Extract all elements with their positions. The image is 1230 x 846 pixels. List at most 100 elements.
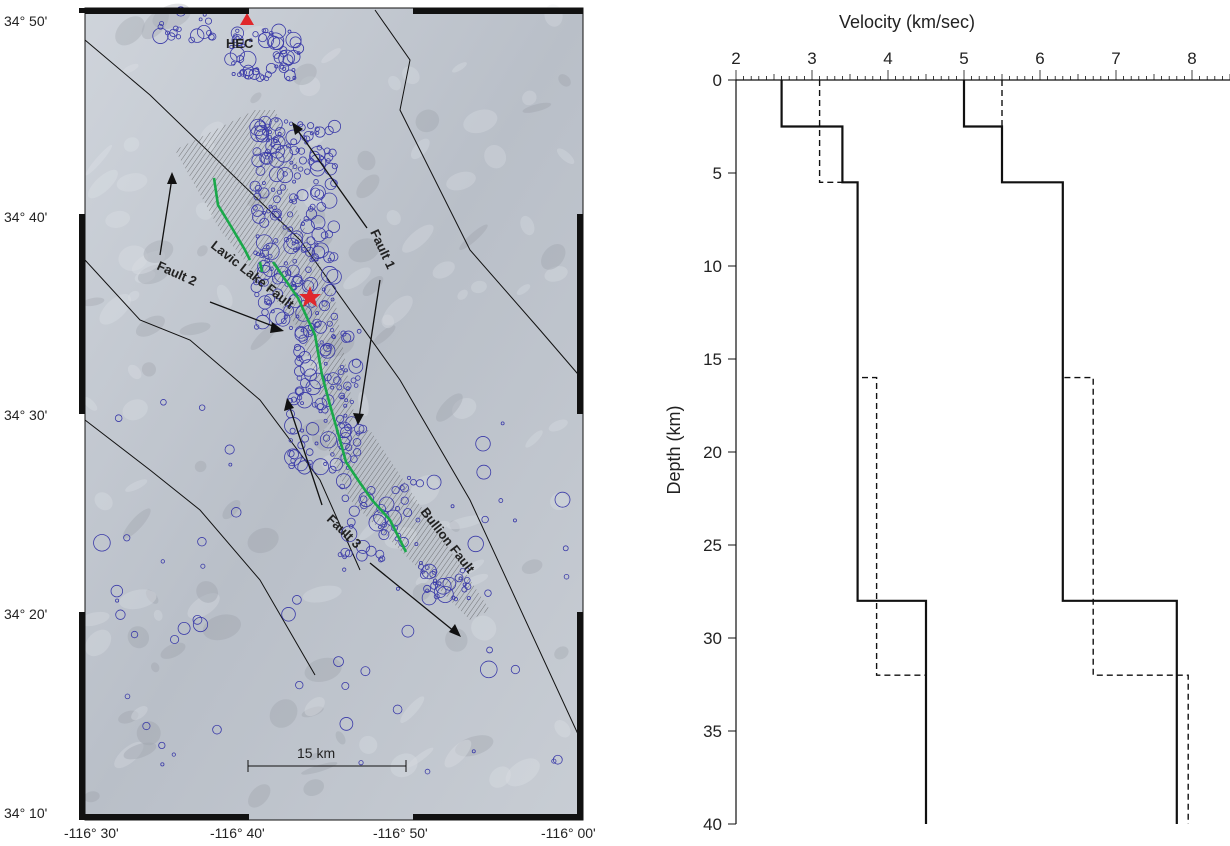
epicenter [563, 573, 570, 580]
epicenter [266, 32, 285, 50]
epicenter [296, 392, 313, 409]
epicenter [266, 208, 271, 214]
epicenter [309, 150, 321, 162]
epicenter [283, 261, 289, 266]
epicenter [188, 36, 195, 44]
epicenter [224, 444, 235, 455]
epicenter [292, 75, 297, 80]
epicenter [336, 414, 345, 423]
epicenter [500, 421, 505, 426]
epicenter [551, 758, 557, 764]
relief-shade [390, 753, 418, 778]
epicenter [426, 474, 442, 490]
epicenter [114, 414, 123, 422]
relief-shade [343, 267, 371, 290]
epicenter [272, 205, 278, 211]
epicenter [329, 328, 335, 333]
epicenter [459, 567, 466, 574]
arrow-fault1-up [295, 127, 368, 229]
epicenter [424, 565, 430, 571]
relief-shade [302, 585, 342, 603]
epicenter [268, 204, 273, 209]
relief-shade [505, 758, 540, 787]
relief-shade [348, 238, 380, 263]
epicenter [352, 438, 362, 447]
relief-shade [179, 322, 211, 336]
relief-shade [118, 245, 148, 271]
epicenter [253, 192, 262, 201]
relief-shade [247, 527, 279, 554]
epicenter [275, 311, 291, 327]
epicenter [297, 460, 312, 475]
epicenter [228, 462, 233, 467]
epicenter [355, 375, 361, 381]
epicenter [254, 120, 266, 132]
epicenter [321, 192, 338, 209]
epicenter [290, 281, 297, 287]
epicenter [309, 131, 314, 136]
epicenter [433, 593, 440, 600]
epicenter [378, 529, 390, 540]
lat-label: 34° 40' [4, 209, 47, 225]
relief-shade [556, 148, 575, 165]
epicenter [287, 450, 295, 458]
relief-shade [118, 710, 139, 724]
relief-shade [335, 731, 346, 745]
epicenter [254, 184, 262, 192]
epicenter [170, 634, 180, 644]
epicenter [464, 576, 471, 584]
arrow-fault3-up [288, 404, 323, 506]
epicenter [345, 386, 351, 391]
epicenter [293, 172, 301, 180]
epicenter [311, 227, 327, 243]
relief-shade [455, 735, 494, 757]
epicenter [480, 660, 498, 679]
epicenter [471, 749, 476, 754]
epicenter [224, 52, 238, 66]
relief-shade [145, 589, 159, 604]
epicenter [250, 125, 267, 143]
epicenter [327, 220, 340, 233]
epicenter [235, 35, 240, 40]
relief-shade [82, 297, 105, 307]
relief-shade [141, 9, 169, 40]
epicenter [251, 67, 260, 76]
relief-shade [131, 706, 148, 721]
relief-shade [452, 397, 477, 419]
epicenter [475, 436, 491, 452]
relief-shade [520, 215, 535, 236]
fault-trace [84, 419, 316, 676]
relief-shade [122, 508, 151, 539]
epicenter [270, 143, 285, 159]
epicenter [395, 506, 400, 511]
epicenter [375, 549, 385, 559]
relief-shade [484, 145, 507, 169]
epicenter [272, 137, 280, 144]
epicenter [212, 724, 222, 735]
x-tick-label: 3 [807, 49, 816, 68]
epicenter [287, 304, 292, 309]
epicenter [350, 455, 358, 463]
epicenter [249, 180, 261, 192]
map-border-bars [79, 8, 583, 820]
epicenter [295, 680, 304, 690]
relief-shade [303, 779, 325, 797]
lat-label: 34° 10' [4, 805, 47, 821]
y-tick-label: 25 [703, 536, 722, 555]
epicenter [305, 422, 320, 436]
epicenter [312, 318, 322, 328]
epicenter [314, 320, 327, 334]
epicenter [414, 542, 419, 546]
epicenter [309, 203, 316, 210]
x-tick-label: 7 [1111, 49, 1120, 68]
epicenter [415, 517, 421, 523]
epicenter [329, 457, 343, 471]
epicenter [296, 189, 309, 202]
epicenter [110, 584, 124, 598]
rupture-hatch-zone [320, 430, 490, 620]
epicenter [255, 314, 270, 330]
relief-shade [131, 250, 166, 275]
y-tick-label: 15 [703, 350, 722, 369]
fault-trace [84, 259, 361, 571]
epicenter [272, 288, 284, 300]
